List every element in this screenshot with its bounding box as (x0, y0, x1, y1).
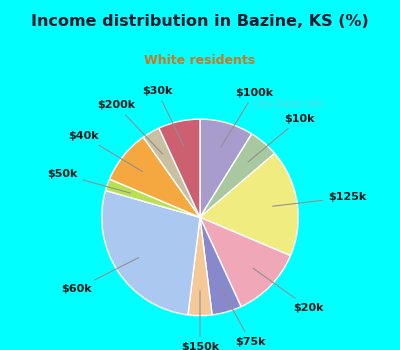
Text: $200k: $200k (97, 100, 163, 154)
Text: City-Data.com: City-Data.com (253, 99, 323, 108)
Text: $125k: $125k (273, 193, 366, 206)
Wedge shape (200, 153, 298, 256)
Wedge shape (200, 217, 241, 315)
Text: $20k: $20k (253, 268, 324, 313)
Text: Income distribution in Bazine, KS (%): Income distribution in Bazine, KS (%) (31, 14, 369, 29)
Text: White residents: White residents (144, 54, 256, 66)
Text: $50k: $50k (47, 169, 131, 193)
Text: $10k: $10k (248, 114, 315, 162)
Text: $100k: $100k (221, 88, 274, 147)
Wedge shape (200, 119, 252, 217)
Text: $60k: $60k (61, 258, 138, 294)
Wedge shape (102, 190, 200, 315)
Wedge shape (110, 137, 200, 217)
Text: $40k: $40k (68, 131, 142, 172)
Wedge shape (143, 128, 200, 217)
Text: $30k: $30k (142, 86, 184, 146)
Wedge shape (200, 217, 290, 307)
Wedge shape (159, 119, 200, 217)
Text: $75k: $75k (221, 288, 266, 347)
Wedge shape (200, 134, 275, 217)
Text: $150k: $150k (181, 291, 219, 350)
Wedge shape (188, 217, 212, 316)
Wedge shape (106, 179, 200, 217)
